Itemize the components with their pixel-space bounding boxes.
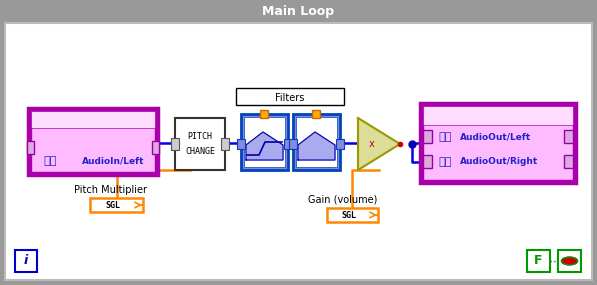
Bar [221,138,229,150]
Text: Gain (volume): Gain (volume) [308,195,378,205]
Text: PITCH: PITCH [187,133,213,141]
Bar [90,198,143,212]
Bar [423,130,432,143]
Bar [296,117,337,167]
Text: SGL: SGL [341,211,356,219]
Text: AudioIn/Left: AudioIn/Left [82,156,144,166]
Text: ∿∿: ∿∿ [43,156,57,166]
Text: Filters: Filters [275,93,304,103]
Text: Pitch Multiplier: Pitch Multiplier [73,185,146,195]
Bar [423,106,573,125]
Bar [152,141,159,154]
Bar [312,110,320,118]
Polygon shape [358,118,400,170]
Text: SGL: SGL [105,201,120,209]
Bar [260,110,268,118]
Text: AudioOut/Right: AudioOut/Right [460,158,538,166]
Bar [28,108,158,175]
Bar [244,117,285,167]
Bar [327,208,378,222]
Bar [420,103,576,183]
Bar [31,111,155,128]
Bar [237,139,245,149]
Bar [423,155,432,168]
Text: F: F [534,255,543,268]
Bar [236,88,344,105]
Bar [31,111,155,172]
Bar [289,139,297,149]
Bar [336,139,344,149]
Bar [171,138,179,150]
Text: i: i [24,255,28,268]
Bar [284,139,292,149]
Bar [175,118,225,170]
Text: ∿∿: ∿∿ [438,132,451,142]
Bar [293,114,340,170]
Bar [564,155,573,168]
Bar [423,106,573,180]
Polygon shape [298,132,335,160]
Text: Main Loop: Main Loop [263,5,334,17]
Bar [27,141,34,154]
Bar [564,130,573,143]
Bar [15,250,37,272]
Text: CHANGE: CHANGE [185,148,215,156]
Circle shape [562,257,577,265]
Text: x: x [369,139,375,149]
Bar [241,114,288,170]
Bar [558,250,581,272]
Text: ∿∿: ∿∿ [438,157,451,167]
Bar [527,250,550,272]
Text: AudioOut/Left: AudioOut/Left [460,133,531,141]
Polygon shape [246,132,283,160]
